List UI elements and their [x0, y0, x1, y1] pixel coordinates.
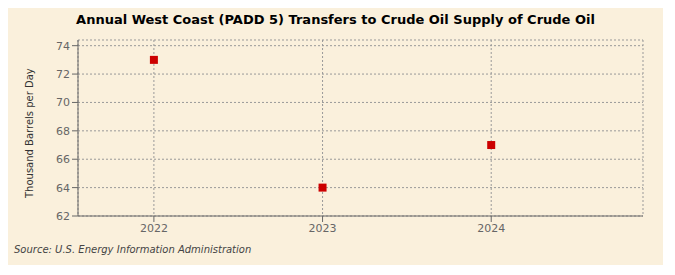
svg-text:2022: 2022 [140, 222, 168, 235]
svg-text:72: 72 [56, 68, 70, 81]
svg-text:Thousand Barrels per Day: Thousand Barrels per Day [24, 68, 35, 199]
html-text:Source: U.S. Energy Informatio: Source: U.S. Energy Information Administ… [14, 244, 252, 255]
svg-text:62: 62 [56, 210, 70, 223]
svg-text:2024: 2024 [477, 222, 505, 235]
svg-text:70: 70 [56, 96, 70, 109]
svg-text:2023: 2023 [309, 222, 337, 235]
svg-text:74: 74 [56, 40, 70, 53]
svg-text:66: 66 [56, 153, 70, 166]
svg-text:64: 64 [56, 182, 70, 195]
svg-text:68: 68 [56, 125, 70, 138]
html-text:Annual West Coast (PADD 5) Tra: Annual West Coast (PADD 5) Transfers to … [76, 12, 595, 27]
